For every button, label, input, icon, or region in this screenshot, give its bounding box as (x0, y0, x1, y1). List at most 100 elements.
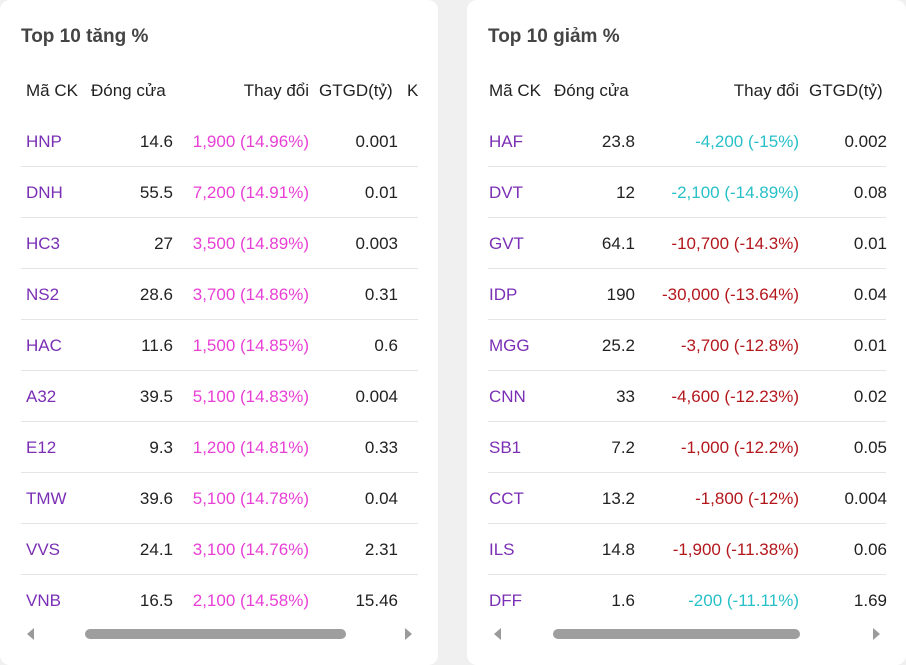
panel-title: Top 10 tăng % (21, 26, 149, 47)
stock-symbol-link[interactable]: HC3 (26, 233, 61, 253)
trade-value: 0.003 (355, 233, 398, 253)
horizontal-scrollbar[interactable] (21, 624, 418, 644)
table-header: Mã CK Đóng cửa Thay đổi GTGD(tỷ) (467, 66, 906, 116)
header-value[interactable]: GTGD(tỷ) (809, 81, 883, 100)
table-row[interactable]: DFF 1.6 -200 (-11.11%) 1.69 (467, 575, 906, 626)
stock-symbol-link[interactable]: IDP (489, 284, 518, 304)
close-price: 11.6 (141, 335, 173, 355)
stock-symbol-link[interactable]: DVT (489, 182, 523, 202)
stock-symbol-link[interactable]: HAC (26, 335, 62, 355)
trade-value: 0.01 (364, 182, 398, 202)
price-change: -1,800 (-12%) (695, 488, 799, 508)
stock-symbol-link[interactable]: A32 (26, 386, 57, 406)
stock-symbol-link[interactable]: CNN (489, 386, 526, 406)
stock-symbol-link[interactable]: VVS (26, 539, 61, 559)
table-header: Mã CK Đóng cửa Thay đổi GTGD(tỷ) K (0, 66, 438, 116)
trade-value: 2.31 (364, 539, 398, 559)
price-change: 1,200 (14.81%) (192, 437, 309, 457)
header-extra[interactable]: K (407, 81, 419, 100)
trade-value: 0.01 (853, 335, 887, 355)
header-change[interactable]: Thay đổi (733, 81, 799, 100)
price-change: -3,700 (-12.8%) (680, 335, 799, 355)
header-symbol[interactable]: Mã CK (489, 81, 541, 100)
stock-symbol-link[interactable]: HAF (489, 131, 523, 151)
close-price: 33 (616, 386, 635, 406)
table-row[interactable]: DNH 55.5 7,200 (14.91%) 0.01 (0, 167, 438, 218)
table-row[interactable]: E12 9.3 1,200 (14.81%) 0.33 (0, 422, 438, 473)
table-row[interactable]: HNP 14.6 1,900 (14.96%) 0.001 (0, 116, 438, 167)
price-change: 3,700 (14.86%) (192, 284, 309, 304)
close-price: 14.6 (139, 131, 173, 151)
stock-symbol-link[interactable]: DNH (26, 182, 63, 202)
close-price: 16.5 (139, 590, 173, 610)
price-change: 7,200 (14.91%) (192, 182, 309, 202)
table-row[interactable]: A32 39.5 5,100 (14.83%) 0.004 (0, 371, 438, 422)
scroll-right-icon[interactable] (405, 628, 412, 640)
close-price: 9.3 (149, 437, 173, 457)
close-price: 28.6 (139, 284, 173, 304)
header-close[interactable]: Đóng cửa (91, 81, 166, 100)
table-row[interactable]: HAC 11.6 1,500 (14.85%) 0.6 (0, 320, 438, 371)
price-change: -30,000 (-13.64%) (661, 284, 799, 304)
price-change: 2,100 (14.58%) (192, 590, 309, 610)
stock-symbol-link[interactable]: MGG (489, 335, 530, 355)
table-row[interactable]: DVT 12 -2,100 (-14.89%) 0.08 (467, 167, 906, 218)
stock-symbol-link[interactable]: HNP (26, 131, 62, 151)
table-row[interactable]: GVT 64.1 -10,700 (-14.3%) 0.01 (467, 218, 906, 269)
table-row[interactable]: ILS 14.8 -1,900 (-11.38%) 0.06 (467, 524, 906, 575)
header-close[interactable]: Đóng cửa (554, 81, 629, 100)
stock-symbol-link[interactable]: CCT (489, 488, 524, 508)
top-gainers-panel: Top 10 tăng % Mã CK Đóng cửa Thay đổi GT… (0, 0, 438, 665)
price-change: -200 (-11.11%) (688, 590, 799, 610)
stock-symbol-link[interactable]: NS2 (26, 284, 60, 304)
price-change: -1,000 (-12.2%) (680, 437, 799, 457)
scroll-left-icon[interactable] (27, 628, 34, 640)
trade-value: 0.001 (355, 131, 398, 151)
stock-symbol-link[interactable]: SB1 (489, 437, 522, 457)
table-row[interactable]: NS2 28.6 3,700 (14.86%) 0.31 (0, 269, 438, 320)
price-change: -1,900 (-11.38%) (672, 539, 799, 559)
stock-symbol-link[interactable]: TMW (26, 488, 67, 508)
table-row[interactable]: VNB 16.5 2,100 (14.58%) 15.46 (0, 575, 438, 626)
table-row[interactable]: HC3 27 3,500 (14.89%) 0.003 (0, 218, 438, 269)
gainers-table: Mã CK Đóng cửa Thay đổi GTGD(tỷ) K HNP 14… (0, 66, 438, 626)
horizontal-scrollbar[interactable] (488, 624, 886, 644)
table-row[interactable]: CCT 13.2 -1,800 (-12%) 0.004 (467, 473, 906, 524)
price-change: 1,900 (14.96%) (192, 131, 309, 151)
stock-symbol-link[interactable]: VNB (26, 590, 61, 610)
table-row[interactable]: TMW 39.6 5,100 (14.78%) 0.04 (0, 473, 438, 524)
close-price: 39.5 (139, 386, 173, 406)
scroll-right-icon[interactable] (873, 628, 880, 640)
price-change: 5,100 (14.83%) (192, 386, 309, 406)
close-price: 39.6 (139, 488, 173, 508)
close-price: 12 (616, 182, 635, 202)
trade-value: 0.04 (364, 488, 398, 508)
table-row[interactable]: HAF 23.8 -4,200 (-15%) 0.002 (467, 116, 906, 167)
price-change: -2,100 (-14.89%) (671, 182, 799, 202)
table-row[interactable]: VVS 24.1 3,100 (14.76%) 2.31 (0, 524, 438, 575)
top-losers-panel: Top 10 giảm % Mã CK Đóng cửa Thay đổi GT… (467, 0, 906, 665)
trade-value: 15.46 (355, 590, 398, 610)
trade-value: 0.31 (364, 284, 398, 304)
table-row[interactable]: SB1 7.2 -1,000 (-12.2%) 0.05 (467, 422, 906, 473)
scroll-left-icon[interactable] (494, 628, 501, 640)
scroll-thumb[interactable] (553, 629, 800, 639)
header-symbol[interactable]: Mã CK (26, 81, 78, 100)
close-price: 55.5 (139, 182, 173, 202)
header-value[interactable]: GTGD(tỷ) (319, 81, 393, 100)
header-change[interactable]: Thay đổi (243, 81, 309, 100)
price-change: 3,500 (14.89%) (192, 233, 309, 253)
stock-symbol-link[interactable]: GVT (489, 233, 524, 253)
stock-symbol-link[interactable]: ILS (489, 539, 515, 559)
trade-value: 0.05 (853, 437, 887, 457)
table-row[interactable]: MGG 25.2 -3,700 (-12.8%) 0.01 (467, 320, 906, 371)
price-change: 5,100 (14.78%) (192, 488, 309, 508)
trade-value: 0.6 (374, 335, 398, 355)
scroll-thumb[interactable] (85, 629, 346, 639)
table-row[interactable]: IDP 190 -30,000 (-13.64%) 0.04 (467, 269, 906, 320)
trade-value: 0.01 (853, 233, 887, 253)
stock-symbol-link[interactable]: E12 (26, 437, 57, 457)
losers-table: Mã CK Đóng cửa Thay đổi GTGD(tỷ) HAF 23.8… (467, 66, 906, 626)
table-row[interactable]: CNN 33 -4,600 (-12.23%) 0.02 (467, 371, 906, 422)
stock-symbol-link[interactable]: DFF (489, 590, 523, 610)
